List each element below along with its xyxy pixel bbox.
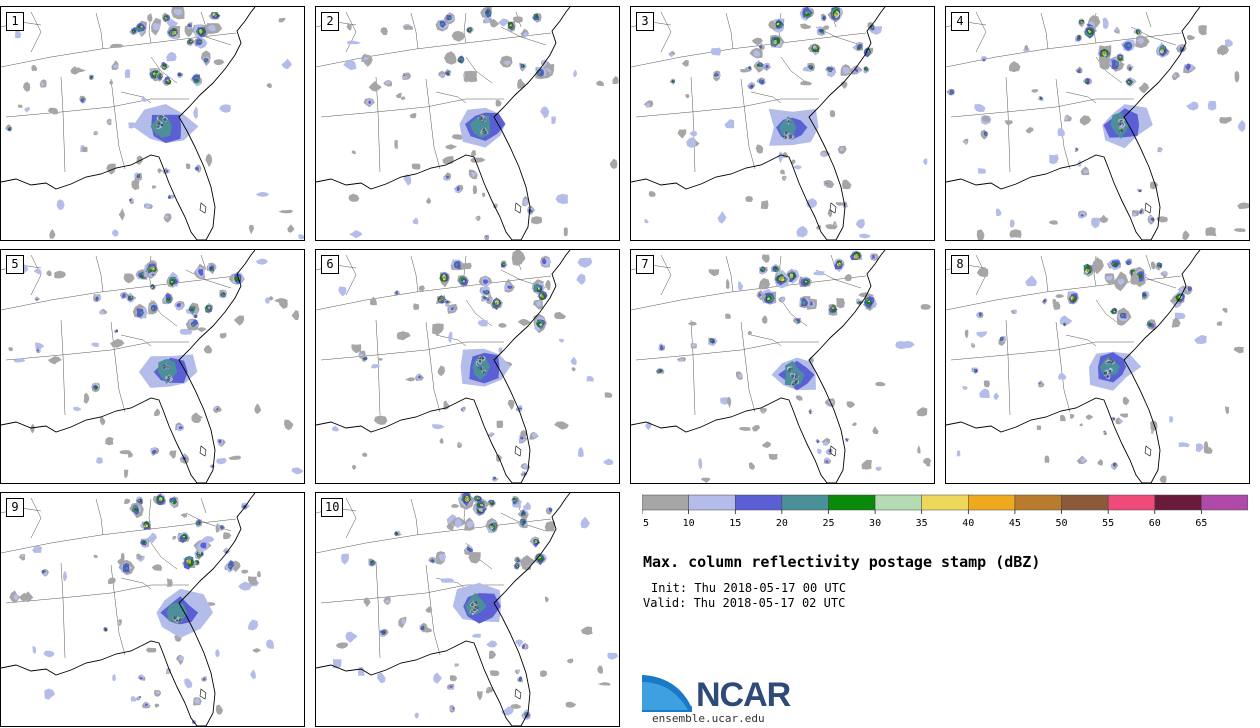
postage-stamp-panel: 2 [315, 6, 620, 241]
ncar-logo-icon [642, 673, 693, 712]
member-label: 7 [636, 255, 654, 274]
member-label: 4 [951, 12, 969, 31]
colorbar-tick-label: 20 [776, 518, 788, 529]
member-label: 9 [6, 498, 24, 517]
postage-stamp-panel: 7 [630, 249, 935, 484]
map-2 [316, 7, 619, 240]
map-4 [946, 7, 1249, 240]
postage-stamp-panel: 4 [945, 6, 1250, 241]
colorbar-bin [734, 494, 783, 511]
postage-stamp-panel: 5 [0, 249, 305, 484]
postage-stamp-panel: 10 [315, 492, 620, 727]
colorbar-bin [1107, 494, 1156, 511]
colorbar-tick-label: 15 [729, 518, 741, 529]
map-5 [1, 250, 304, 483]
member-label: 8 [951, 255, 969, 274]
postage-stamp-panel: 9 [0, 492, 305, 727]
valid-time: Valid: Thu 2018-05-17 02 UTC [643, 596, 846, 610]
postage-stamp-panel: 1 [0, 6, 305, 241]
colorbar-bin [781, 494, 829, 511]
map-1 [1, 7, 304, 240]
init-time: Init: Thu 2018-05-17 00 UTC [651, 581, 847, 595]
member-label: 6 [321, 255, 339, 274]
map-9 [1, 493, 274, 726]
colorbar-tick-label: 65 [1195, 518, 1207, 529]
colorbar-bin [828, 494, 876, 511]
member-label: 1 [6, 12, 24, 31]
map-10 [316, 493, 619, 726]
colorbar-tick-label: 55 [1102, 518, 1114, 529]
colorbar-tick-label: 25 [822, 518, 834, 529]
colorbar-tick-label: 50 [1056, 518, 1068, 529]
colorbar-bin [921, 494, 969, 511]
member-label: 2 [321, 12, 339, 31]
colorbar-bin [1014, 494, 1062, 511]
postage-stamp-panel: 8 [945, 249, 1250, 484]
colorbar-tick-label: 5 [643, 518, 649, 529]
ncar-logo-text: NCAR [696, 676, 791, 714]
colorbar-bin [642, 494, 689, 511]
colorbar-bin [1061, 494, 1109, 511]
member-label: 3 [636, 12, 654, 31]
map-8 [946, 250, 1244, 483]
colorbar-tick-label: 40 [962, 518, 974, 529]
postage-stamp-panel: 3 [630, 6, 935, 241]
colorbar-bin [874, 494, 922, 511]
map-3 [631, 7, 928, 240]
map-6 [316, 250, 614, 483]
map-7 [631, 250, 932, 483]
colorbar-tick-label: 30 [869, 518, 881, 529]
colorbar-bin [688, 494, 736, 511]
colorbar-bin [1154, 494, 1202, 511]
reflectivity-colorbar: 5 10 15 20 25 30 35 40 45 50 55 60 65 [642, 494, 1248, 529]
colorbar-tick-label: 10 [683, 518, 695, 529]
member-label: 5 [6, 255, 24, 274]
colorbar-tick-label: 60 [1149, 518, 1161, 529]
colorbar-tick-label: 35 [916, 518, 928, 529]
colorbar-bin [1201, 494, 1248, 511]
logo-url: ensemble.ucar.edu [652, 712, 765, 725]
figure-title: Max. column reflectivity postage stamp (… [643, 553, 1041, 571]
colorbar-bin [968, 494, 1016, 511]
member-label: 10 [321, 498, 344, 517]
postage-stamp-panel: 6 [315, 249, 620, 484]
colorbar-tick-label: 45 [1009, 518, 1021, 529]
